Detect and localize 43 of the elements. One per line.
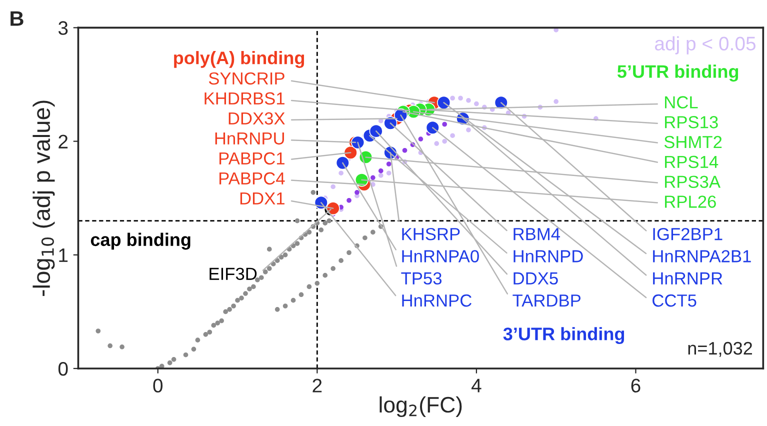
text: 5’UTR binding — [617, 64, 738, 82]
annotation: RPL26 — [665, 196, 716, 208]
text: poly(A) binding — [174, 51, 304, 68]
annotation: SHMT2 — [664, 136, 722, 148]
annotation: TP53 — [401, 272, 442, 285]
x-tick-label: 2 — [312, 378, 322, 392]
annotation: DDX1 — [240, 192, 284, 204]
annotation: PABPC1 — [219, 152, 284, 165]
annotation: RBM4 — [514, 228, 560, 240]
text: adj p < 0.05 — [654, 36, 756, 54]
annotation: RPS13 — [665, 116, 718, 128]
annotation: RPS14 — [665, 156, 718, 168]
text: 3’UTR binding — [503, 327, 624, 344]
annotation: HnRNPR — [653, 272, 722, 284]
annotation: HnRNPD — [514, 250, 583, 262]
annotation: RPS3A — [665, 176, 721, 188]
y-axis-title: -log$_{10}$ (adj p value) — [32, 100, 55, 296]
x-tick-label: 0 — [153, 378, 163, 392]
annotation: HnRNPA0 — [402, 250, 479, 262]
annotation: DDX3X — [228, 112, 285, 125]
annotation: CCT5 — [652, 294, 696, 307]
annotation: IGF2BP1 — [653, 228, 722, 240]
annotation: KHDRBS1 — [204, 92, 284, 105]
annotation: PABPC4 — [219, 172, 285, 185]
annotation: HnRNPC — [402, 294, 472, 307]
x-axis-title: log$_{2}$(FC) — [380, 396, 462, 418]
y-tick-label: 0 — [58, 362, 68, 376]
annotation: HnRNPA2B1 — [653, 250, 751, 262]
annotation: HnRNPU — [215, 132, 284, 145]
y-tick-label: 2 — [58, 134, 68, 148]
y-tick-label: 3 — [58, 21, 68, 35]
annotation: EIF3D — [210, 268, 257, 280]
annotation: TARDBP — [512, 294, 581, 307]
text: cap binding — [90, 232, 190, 250]
annotation: KHSRP — [402, 228, 460, 240]
annotation: DDX5 — [514, 272, 558, 285]
annotation: NCL — [665, 96, 698, 108]
x-tick-label: 4 — [471, 378, 482, 392]
x-tick-label: 6 — [631, 378, 640, 392]
annotation: SYNCRIP — [208, 72, 284, 85]
annotation: n=1,032 — [688, 342, 752, 357]
chart-title: B — [10, 11, 24, 26]
y-tick-label: 1 — [59, 248, 68, 262]
